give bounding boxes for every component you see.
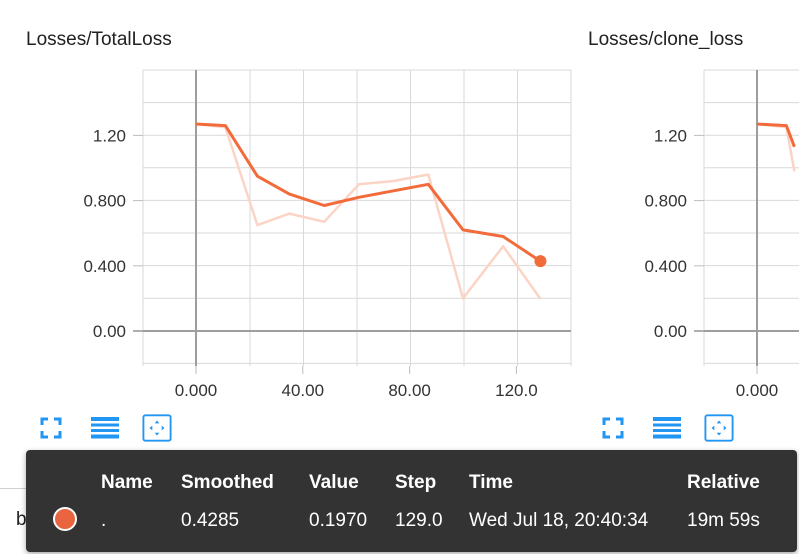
tooltip-header-name: Name xyxy=(101,472,153,493)
y-tick-label: 0.400 xyxy=(644,257,687,276)
tooltip-time-value: Wed Jul 18, 20:40:34 xyxy=(469,510,649,531)
tooltip-raw-value: 0.1970 xyxy=(309,510,368,531)
series-line-smoothed xyxy=(756,122,796,148)
x-tick-label: 40.00 xyxy=(282,381,325,400)
data-table-button-2[interactable] xyxy=(652,413,682,443)
tooltip-step-value: 129.0 xyxy=(395,510,443,531)
run-color-swatch xyxy=(53,507,77,531)
x-tick-label: 0.000 xyxy=(736,381,779,400)
y-tick-label: 0.400 xyxy=(83,257,126,276)
fit-domain-button[interactable] xyxy=(142,413,172,443)
tooltip-header-step: Step xyxy=(395,472,437,493)
y-tick-label: 0.00 xyxy=(93,322,126,341)
y-tick-label: 1.20 xyxy=(93,126,126,145)
tooltip-header-time: Time xyxy=(469,472,514,493)
chart-title-clone-loss: Losses/clone_loss xyxy=(588,29,744,50)
tooltip-run-name: . xyxy=(101,510,107,531)
fit-domain-icon xyxy=(704,414,734,442)
tooltip-header-value: Value xyxy=(309,472,359,493)
x-tick-label: 0.000 xyxy=(175,381,218,400)
tooltip-relative-value: 19m 59s xyxy=(687,510,760,531)
x-tick-label: 80.00 xyxy=(388,381,431,400)
x-tick-label: 120.0 xyxy=(495,381,538,400)
plot-area: 0.00 0.400 0.800 1.20 0.000 xyxy=(644,69,799,400)
fit-domain-button-2[interactable] xyxy=(704,413,734,443)
series-line-smoothed xyxy=(195,122,542,263)
fullscreen-button-2[interactable] xyxy=(598,413,628,443)
chart-title-totalloss: Losses/TotalLoss xyxy=(26,29,172,50)
y-tick-label: 0.800 xyxy=(83,192,126,211)
fullscreen-button[interactable] xyxy=(36,413,66,443)
data-table-icon xyxy=(653,417,681,439)
tooltip-smoothed-value: 0.4285 xyxy=(181,510,240,531)
run-list-divider xyxy=(0,488,30,489)
tooltip-header-smoothed: Smoothed xyxy=(181,472,274,493)
hover-point-marker xyxy=(534,255,547,268)
y-tick-label: 0.00 xyxy=(654,322,687,341)
y-tick-label: 1.20 xyxy=(654,126,687,145)
fullscreen-icon xyxy=(602,417,624,439)
y-tick-label: 0.800 xyxy=(644,192,687,211)
hover-tooltip: Name Smoothed Value Step Time Relative .… xyxy=(26,450,797,552)
fit-domain-icon xyxy=(142,414,172,442)
fullscreen-icon xyxy=(40,417,62,439)
tooltip-header-relative: Relative xyxy=(687,472,760,493)
data-table-button[interactable] xyxy=(90,413,120,443)
series-line-raw xyxy=(195,122,542,300)
data-table-icon xyxy=(91,417,119,439)
